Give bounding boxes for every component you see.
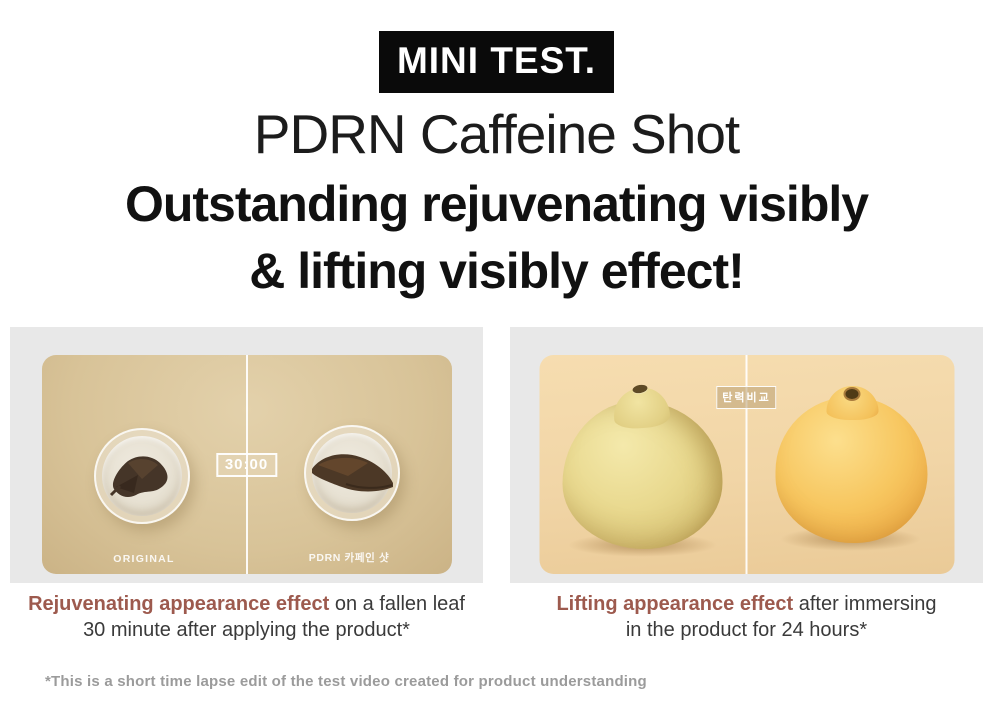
caption-rest: on a fallen leaf: [329, 593, 465, 615]
label-original: ORIGINAL: [113, 553, 175, 565]
panel-lifting: 탄력비교 Lifting appearance effect after imm…: [510, 327, 983, 643]
saggy-fruit-illustration: [562, 401, 722, 549]
petri-dish-before: [93, 428, 190, 524]
fruit-test-card: 탄력비교: [510, 327, 983, 583]
caption-rejuvenating: Rejuvenating appearance effect on a fall…: [10, 591, 483, 643]
mini-test-badge: MINI TEST.: [378, 31, 615, 93]
split-divider: [745, 355, 748, 574]
label-product: PDRN 카페인 샷: [308, 552, 390, 564]
caption-line2: 30 minute after applying the product*: [83, 619, 410, 641]
timer-badge: 30:00: [215, 452, 278, 477]
caption-rest: after immersing: [793, 593, 937, 615]
page-title: PDRN Caffeine Shot: [253, 103, 740, 165]
panel-rejuvenating: 30:00 ORIGINAL PDRN 카페인 샷 Rejuvenating a…: [10, 327, 483, 643]
caption-highlight: Lifting appearance effect: [556, 593, 794, 615]
test-panels: 30:00 ORIGINAL PDRN 카페인 샷 Rejuvenating a…: [0, 327, 993, 643]
caption-lifting: Lifting appearance effect after immersin…: [510, 591, 983, 643]
leaf-test-card: 30:00 ORIGINAL PDRN 카페인 샷: [10, 327, 483, 583]
firm-fruit-illustration: [775, 386, 927, 543]
headline-line2: & lifting visibly effect!: [249, 243, 745, 299]
caption-line2: in the product for 24 hours*: [625, 619, 868, 641]
leaf-test-photo: 30:00 ORIGINAL PDRN 카페인 샷: [41, 355, 452, 574]
headline: Outstanding rejuvenating visibly & lifti…: [0, 171, 993, 305]
headline-line1: Outstanding rejuvenating visibly: [124, 176, 869, 232]
flattened-leaf-icon: [311, 454, 393, 492]
footnote: *This is a short time lapse edit of the …: [45, 673, 647, 690]
fruit-test-photo: 탄력비교: [539, 355, 954, 574]
elasticity-compare-badge: 탄력비교: [716, 386, 777, 409]
split-divider: [245, 355, 248, 574]
header: MINI TEST. PDRN Caffeine Shot Outstandin…: [0, 0, 993, 305]
caption-highlight: Rejuvenating appearance effect: [28, 593, 330, 615]
crumpled-leaf-icon: [109, 456, 167, 498]
